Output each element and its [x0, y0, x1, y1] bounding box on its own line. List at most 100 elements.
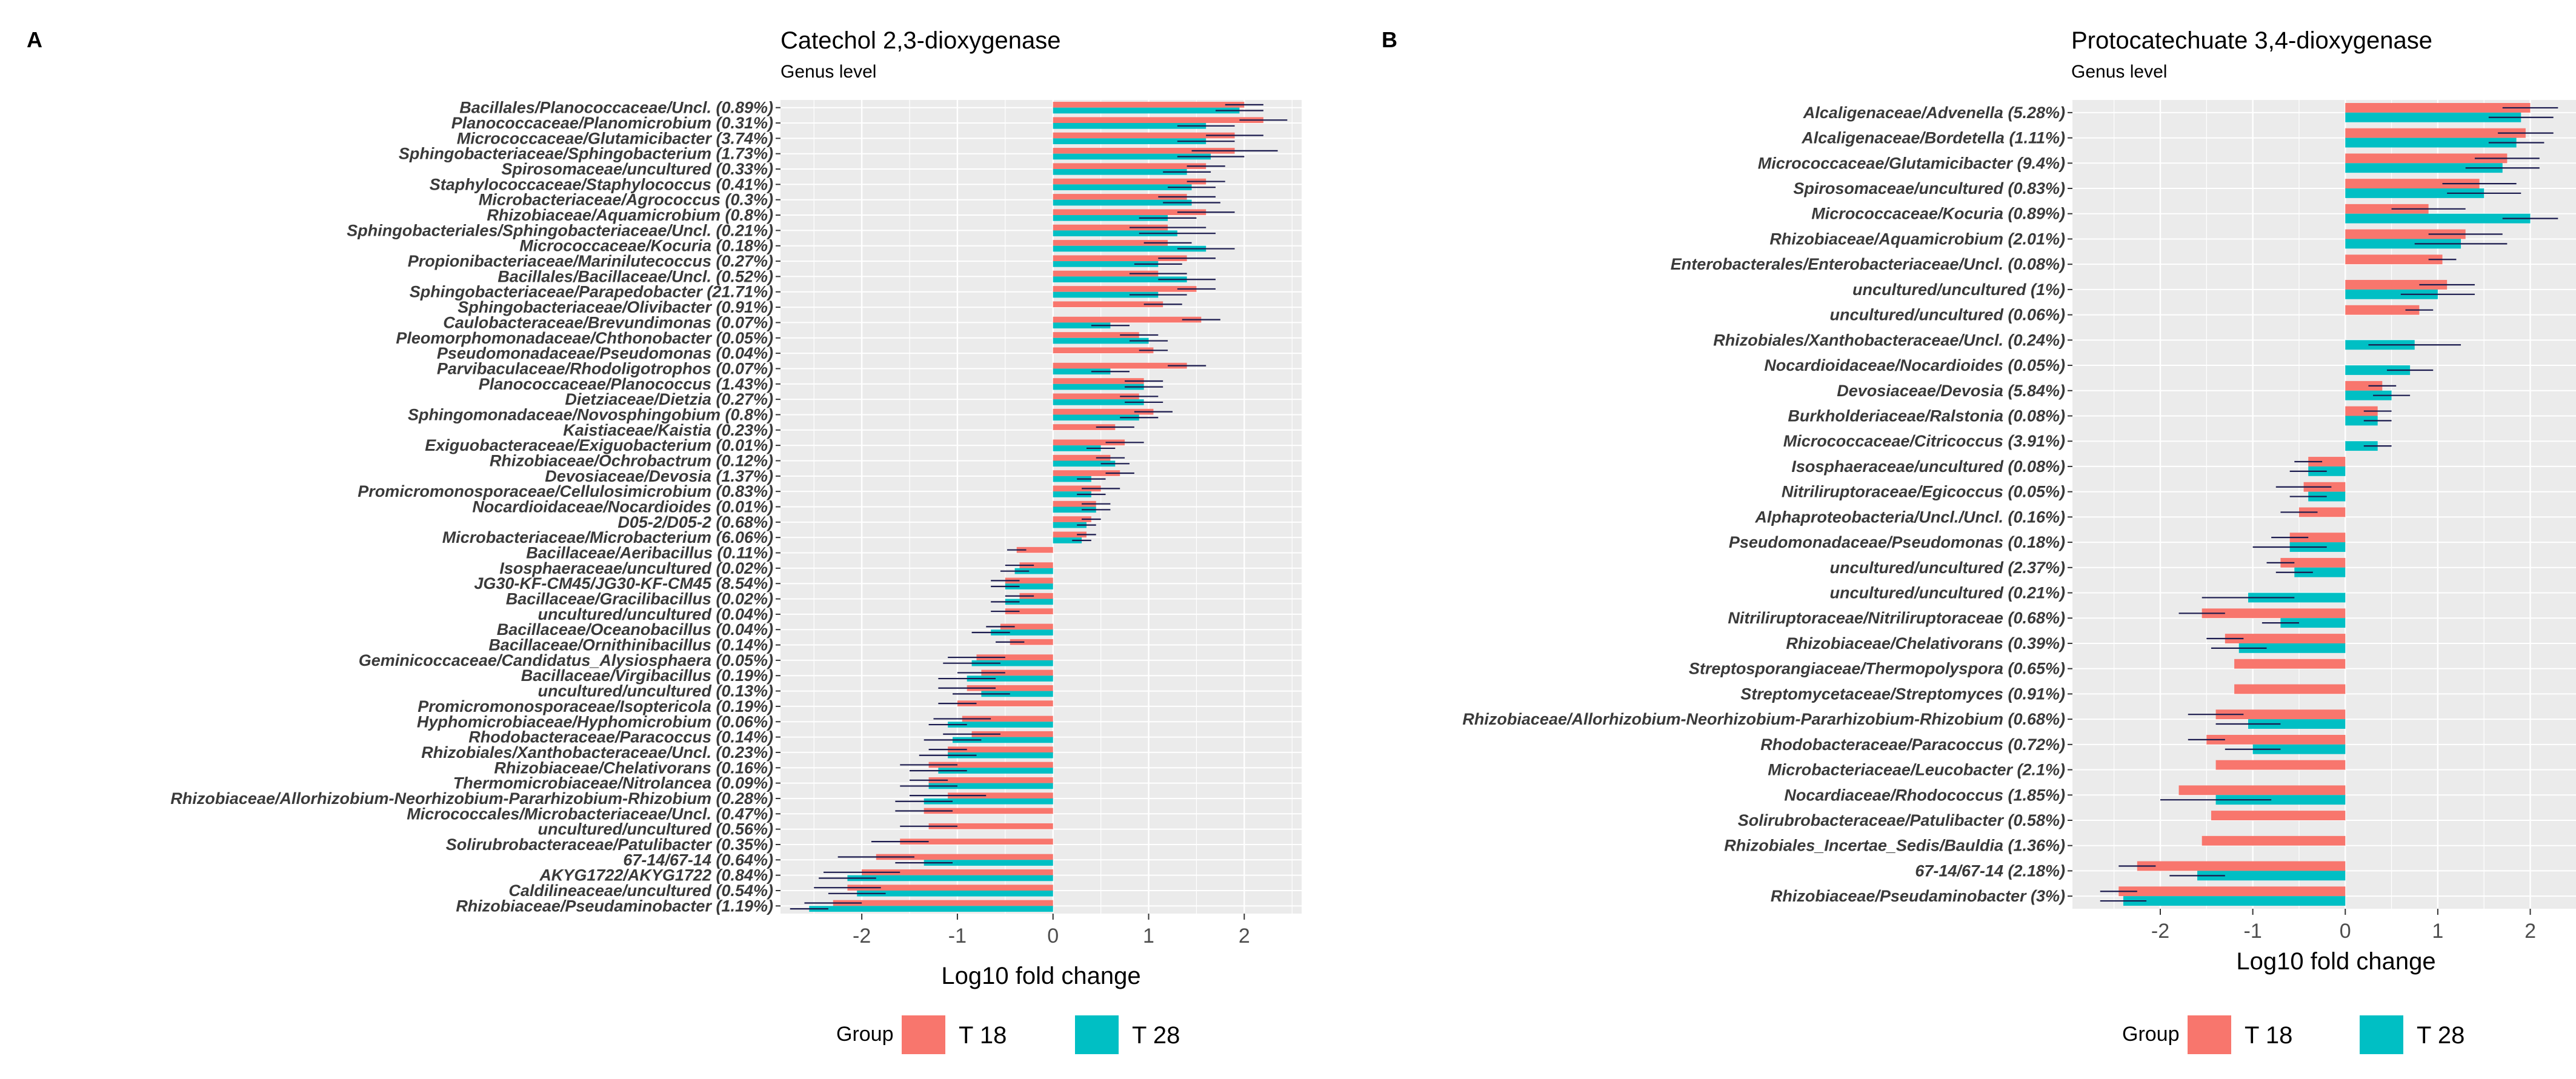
bar-t28-b	[2345, 188, 2484, 198]
category-label-b: Rhodobacteraceae/Paracoccus (0.72%)	[1760, 735, 2065, 754]
category-label-a: JG30-KF-CM45/JG30-KF-CM45 (8.54%)	[474, 574, 773, 593]
category-label-b: Alcaligenaceae/Advenella (5.28%)	[1803, 104, 2065, 122]
category-label-b: Isosphaeraceae/uncultured (0.08%)	[1791, 457, 2065, 476]
bar-t18-a	[1053, 270, 1159, 277]
category-label-b: Rhizobiales_Incertae_Sedis/Bauldia (1.36…	[1724, 837, 2065, 855]
chart-subtitle-a: Genus level	[780, 62, 876, 82]
bar-t28-a	[1053, 383, 1144, 390]
category-label-a: Bacillaceae/Ornithinibacillus (0.14%)	[488, 636, 773, 654]
bar-t28-a	[857, 890, 1053, 897]
bar-t18-a	[981, 669, 1053, 676]
bar-t18-a	[1053, 102, 1245, 108]
category-label-b: Streptosporangiaceae/Thermopolyspora (0.…	[1689, 660, 2065, 678]
category-label-a: Bacillaceae/Oceanobacillus (0.04%)	[497, 620, 773, 639]
bar-t18-a	[1053, 132, 1235, 139]
x-tick-label-b: -2	[2151, 920, 2169, 943]
category-label-a: Hyphomicrobiaceae/Hyphomicrobium (0.06%)	[417, 712, 773, 731]
bar-t18-a	[1010, 639, 1053, 645]
bar-t28-a	[1053, 368, 1111, 375]
category-label-a: Pseudomonadaceae/Pseudomonas (0.04%)	[437, 344, 773, 362]
bar-t28-a	[1053, 169, 1187, 175]
legend-swatch-t18-a	[902, 1015, 945, 1054]
category-label-a: Sphingobacteriaceae/Sphingobacterium (1.…	[399, 145, 773, 163]
bar-t18-b	[2345, 254, 2443, 265]
category-label-a: Sphingobacteriaceae/Olivibacter (0.91%)	[458, 298, 773, 316]
bar-t18-b	[2118, 886, 2346, 897]
bar-t18-b	[2345, 153, 2508, 164]
bar-t18-b	[2137, 861, 2346, 871]
bar-t18-a	[1053, 347, 1154, 354]
category-label-b: Rhizobiaceae/Allorhizobium-Neorhizobium-…	[1462, 710, 2065, 728]
category-label-a: Sphingobacteriaceae/Parapedobacter (21.7…	[410, 283, 773, 301]
category-label-a: Caldilineaceae/uncultured (0.54%)	[508, 881, 773, 900]
category-label-b: Burkholderiaceae/Ralstonia (0.08%)	[1788, 407, 2065, 425]
category-label-a: Rhizobiaceae/Chelativorans (0.16%)	[494, 759, 773, 777]
legend-label-t18-b: T 18	[2245, 1022, 2292, 1049]
bar-t18-b	[2345, 179, 2480, 189]
bar-t18-a	[1053, 286, 1197, 292]
bar-t28-a	[1053, 276, 1187, 283]
bar-t28-a	[1053, 215, 1168, 221]
category-label-a: Planococcaceae/Planomicrobium (0.31%)	[451, 114, 773, 132]
category-label-b: 67-14/67-14 (2.18%)	[1915, 862, 2065, 880]
x-tick-label-a: 2	[1239, 925, 1250, 948]
bar-t18-b	[2345, 103, 2531, 113]
category-label-a: Bacillales/Bacillaceae/Uncl. (0.52%)	[498, 267, 773, 285]
bar-t28-a	[924, 860, 1053, 866]
bar-t18-a	[928, 823, 1053, 829]
bar-t28-a	[1053, 476, 1091, 482]
category-label-a: Bacillales/Planococcaceae/Uncl. (0.89%)	[459, 99, 773, 117]
category-label-b: Pseudomonadaceae/Pseudomonas (0.18%)	[1729, 533, 2065, 551]
bar-t28-a	[924, 798, 1053, 805]
bar-t28-a	[1053, 399, 1144, 405]
bar-t18-a	[847, 885, 1053, 891]
bar-t18-a	[833, 900, 1053, 906]
bar-t28-a	[809, 906, 1053, 912]
x-axis-title-a: Log10 fold change	[941, 963, 1140, 989]
x-tick-label-a: -2	[853, 925, 871, 948]
bar-t18-a	[1053, 454, 1111, 461]
bar-t18-a	[900, 838, 1053, 845]
bar-t18-a	[1053, 194, 1187, 200]
category-label-a: 67-14/67-14 (0.64%)	[623, 851, 773, 869]
category-label-b: uncultured/uncultured (0.06%)	[1829, 306, 2065, 324]
bar-t28-a	[1053, 230, 1177, 237]
bar-t18-a	[1053, 117, 1263, 124]
bar-t18-b	[2345, 204, 2429, 214]
bar-t28-b	[2345, 213, 2531, 224]
category-label-a: Micrococcaceae/Kocuria (0.18%)	[519, 237, 773, 255]
category-label-a: Bacillaceae/Virgibacillus (0.19%)	[521, 666, 773, 685]
category-label-a: Pleomorphomonadaceae/Chthonobacter (0.05…	[396, 329, 773, 347]
x-tick-label-b: -1	[2244, 920, 2262, 943]
x-tick-label-b: 1	[2432, 920, 2443, 943]
bar-t18-b	[2215, 709, 2346, 720]
panel-b: B Protocatechuate 3,4-dioxygenase Genus …	[1382, 27, 2576, 1054]
category-label-a: AKYG1722/AKYG1722 (0.84%)	[539, 866, 773, 885]
bar-t28-a	[938, 768, 1053, 774]
bar-t28-a	[1053, 123, 1206, 129]
bar-t28-a	[953, 737, 1053, 743]
category-label-b: uncultured/uncultured (0.21%)	[1829, 584, 2065, 602]
category-label-a: Micrococcales/Microbacteriaceae/Uncl. (0…	[407, 805, 773, 823]
bar-t18-a	[1053, 470, 1120, 476]
bar-t18-a	[1053, 178, 1206, 185]
bar-t28-a	[928, 783, 1053, 789]
bar-t18-b	[2206, 734, 2346, 745]
bar-t28-b	[2215, 795, 2346, 805]
x-axis-title-b: Log10 fold change	[2236, 948, 2435, 975]
legend-label-t28-a: T 28	[1132, 1022, 1180, 1049]
category-label-b: Rhizobiaceae/Chelativorans (0.39%)	[1786, 634, 2065, 652]
bar-t18-a	[1053, 424, 1116, 430]
category-label-b: Rhizobiales/Xanthobacteraceae/Uncl. (0.2…	[1713, 331, 2065, 349]
bar-t28-b	[2294, 567, 2346, 577]
category-label-b: Rhizobiaceae/Pseudaminobacter (3%)	[1771, 887, 2065, 905]
bar-t18-b	[2345, 128, 2526, 138]
bar-t18-a	[928, 762, 1053, 768]
bar-t18-b	[2202, 608, 2346, 619]
category-label-a: Sphingomonadaceae/Novosphingobium (0.8%)	[408, 405, 773, 423]
x-tick-label-a: 0	[1047, 925, 1059, 948]
category-label-b: Nitriliruptoraceae/Nitriliruptoraceae (0…	[1728, 609, 2065, 627]
x-tick-label-a: 1	[1143, 925, 1154, 948]
category-label-a: Rhizobiaceae/Aquamicrobium (0.8%)	[487, 206, 773, 224]
bar-t18-a	[1053, 378, 1144, 384]
